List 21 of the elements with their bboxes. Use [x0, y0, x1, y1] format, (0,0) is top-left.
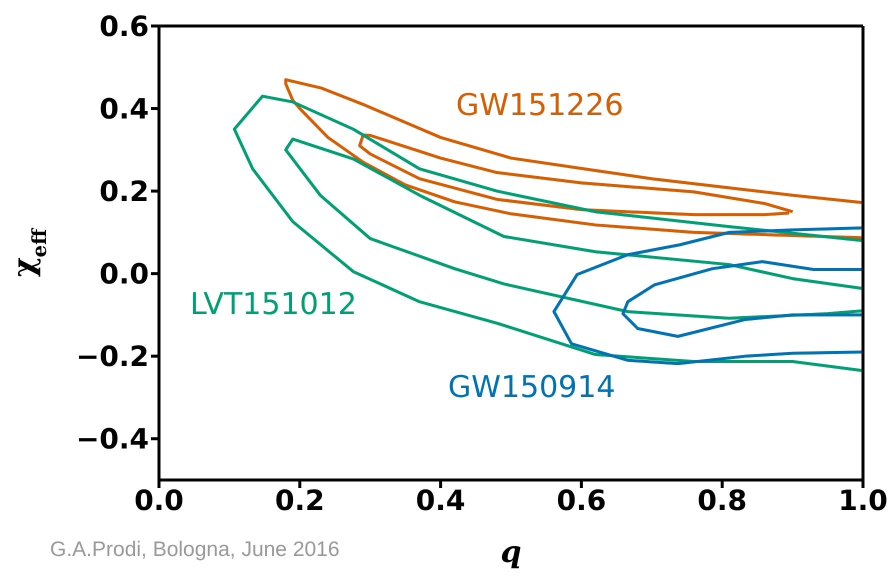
x-tick-label: 1.0 [838, 484, 888, 517]
y-tick-label: −0.2 [76, 340, 149, 374]
x-tick-label: 0.6 [556, 484, 606, 517]
line-series [552, 226, 863, 366]
y-tick-label: 0.4 [99, 92, 149, 126]
y-tick-label: 0.0 [99, 258, 149, 291]
series-label: GW150914 [448, 370, 616, 406]
y-tick-label: 0.6 [99, 10, 149, 43]
y-tick-label: 0.2 [99, 175, 149, 208]
x-tick-label: 0.2 [274, 484, 325, 517]
line-series [358, 133, 794, 216]
line-series [284, 78, 863, 240]
x-tick-label: 0.8 [697, 484, 748, 517]
y-tick-label: −0.4 [76, 422, 149, 456]
x-tick-label: 0.4 [416, 484, 466, 517]
line-series [621, 260, 863, 338]
text: G.A.Prodi, Bologna, June 2016 [50, 538, 340, 562]
series-label: GW151226 [456, 88, 624, 124]
series-label: LVT151012 [190, 287, 357, 323]
x-tick-label: 0.0 [134, 484, 184, 517]
x-axis-title: q [500, 535, 522, 570]
